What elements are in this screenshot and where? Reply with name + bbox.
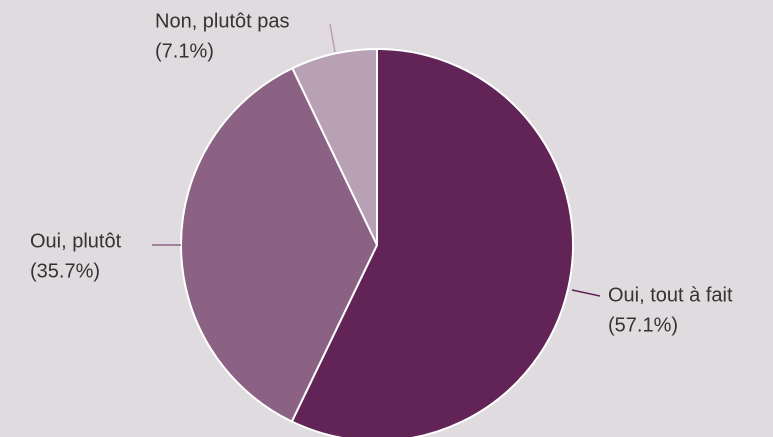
pie-slice — [290, 47, 574, 437]
slice-label: Oui, tout à fait — [608, 284, 733, 306]
slice-label: Oui, plutôt — [30, 230, 122, 252]
slice-value-label: (57.1%) — [608, 314, 678, 336]
leader-line — [571, 289, 601, 297]
slice-value-label: (35.7%) — [30, 260, 100, 282]
pie-slice — [180, 66, 379, 423]
slice-label: Non, plutôt pas — [155, 10, 290, 32]
leader-line — [329, 23, 336, 53]
pie-slice — [291, 47, 378, 246]
slice-value-label: (7.1%) — [155, 40, 214, 62]
